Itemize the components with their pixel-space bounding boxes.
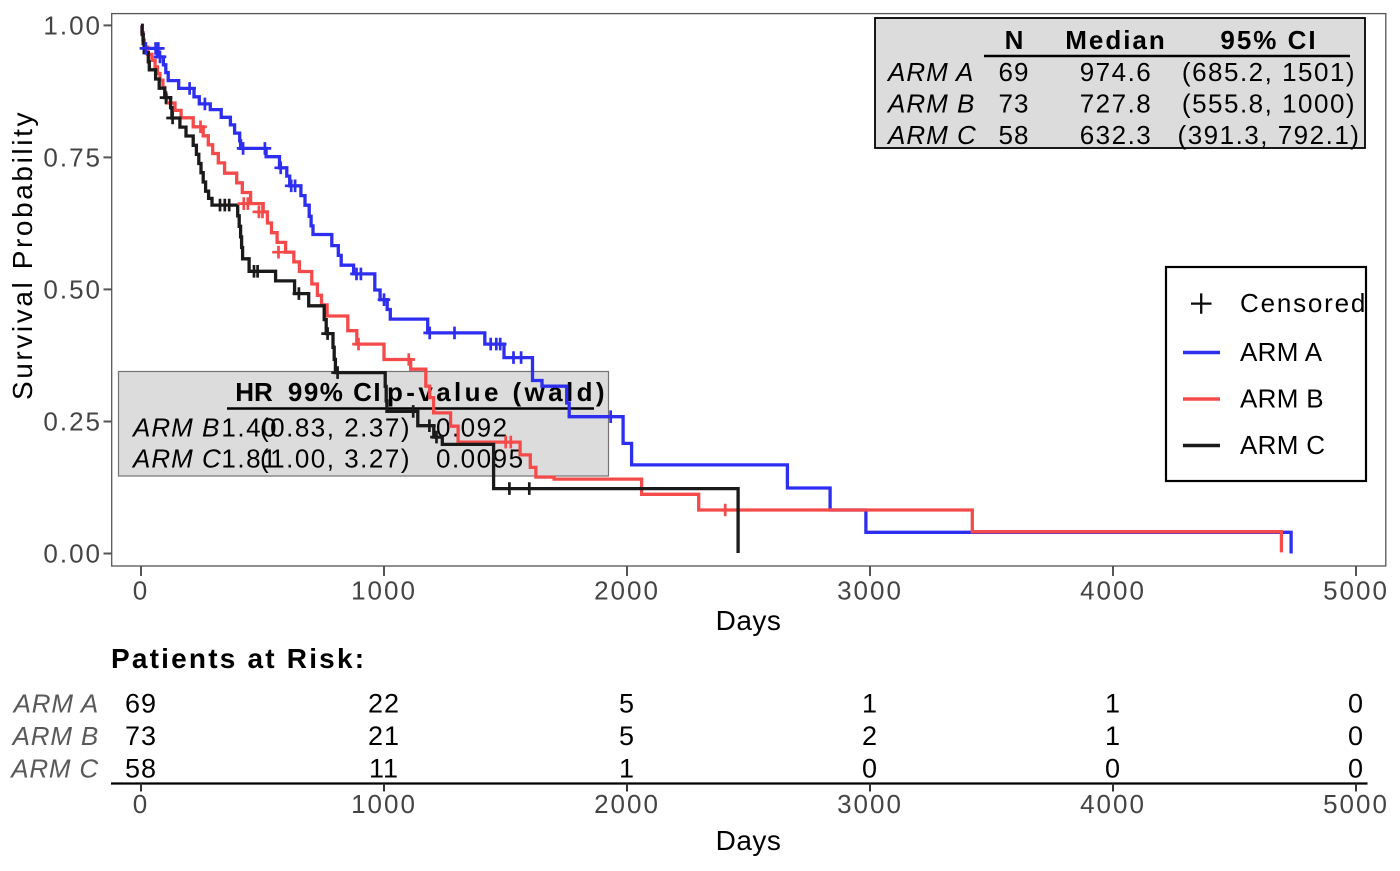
- svg-text:22: 22: [368, 689, 400, 719]
- svg-text:ARM C: ARM C: [1240, 430, 1325, 460]
- svg-text:2: 2: [862, 721, 878, 751]
- svg-text:0.25: 0.25: [43, 407, 102, 437]
- svg-text:0.75: 0.75: [43, 142, 102, 172]
- svg-text:69: 69: [125, 689, 157, 719]
- svg-text:ARM B: ARM B: [886, 89, 975, 119]
- svg-text:(1.00, 3.27): (1.00, 3.27): [260, 444, 411, 474]
- svg-text:2000: 2000: [594, 576, 660, 606]
- svg-text:ARM B: ARM B: [11, 721, 99, 751]
- svg-text:0.0095: 0.0095: [436, 444, 525, 474]
- svg-text:Censored: Censored: [1240, 288, 1367, 318]
- svg-text:1: 1: [1105, 721, 1121, 751]
- svg-text:1: 1: [862, 689, 878, 719]
- svg-text:4000: 4000: [1080, 789, 1146, 819]
- svg-text:(391.3, 792.1): (391.3, 792.1): [1178, 120, 1361, 150]
- svg-text:4000: 4000: [1080, 576, 1146, 606]
- svg-text:Days: Days: [716, 605, 782, 636]
- svg-text:0: 0: [1348, 754, 1364, 784]
- svg-text:0.50: 0.50: [43, 274, 102, 304]
- svg-text:1000: 1000: [351, 576, 417, 606]
- svg-text:3000: 3000: [837, 576, 903, 606]
- svg-text:p-value (wald): p-value (wald): [387, 377, 608, 407]
- svg-text:5000: 5000: [1323, 789, 1389, 819]
- svg-text:1000: 1000: [351, 789, 417, 819]
- svg-text:(0.83, 2.37): (0.83, 2.37): [260, 413, 411, 443]
- svg-text:0: 0: [133, 576, 149, 606]
- svg-text:5: 5: [619, 689, 635, 719]
- svg-text:1: 1: [1105, 689, 1121, 719]
- svg-text:0: 0: [862, 754, 878, 784]
- svg-text:11: 11: [369, 754, 399, 784]
- svg-text:0.00: 0.00: [43, 539, 102, 569]
- svg-text:73: 73: [125, 721, 157, 751]
- svg-text:58: 58: [125, 754, 157, 784]
- svg-text:Survival Probability: Survival Probability: [7, 110, 38, 400]
- svg-text:ARM A: ARM A: [1240, 337, 1323, 367]
- svg-text:632.3: 632.3: [1080, 120, 1153, 150]
- svg-text:974.6: 974.6: [1080, 57, 1153, 87]
- svg-text:95% CI: 95% CI: [1220, 25, 1317, 55]
- svg-text:(555.8, 1000): (555.8, 1000): [1182, 89, 1356, 119]
- svg-text:0: 0: [1348, 689, 1364, 719]
- svg-text:0: 0: [133, 789, 149, 819]
- svg-text:HR: HR: [235, 377, 273, 407]
- svg-text:Patients at Risk:: Patients at Risk:: [111, 643, 366, 674]
- svg-text:N: N: [1005, 25, 1024, 55]
- svg-text:3000: 3000: [837, 789, 903, 819]
- svg-text:2000: 2000: [594, 789, 660, 819]
- svg-text:5000: 5000: [1323, 576, 1389, 606]
- svg-text:1: 1: [619, 754, 635, 784]
- svg-text:ARM C: ARM C: [131, 444, 222, 474]
- svg-text:ARM A: ARM A: [886, 57, 974, 87]
- svg-text:0: 0: [1348, 721, 1364, 751]
- svg-text:73: 73: [999, 89, 1030, 119]
- svg-text:(685.2, 1501): (685.2, 1501): [1182, 57, 1356, 87]
- svg-text:Median: Median: [1065, 25, 1167, 55]
- svg-text:1.00: 1.00: [43, 10, 102, 40]
- svg-text:ARM C: ARM C: [9, 754, 99, 784]
- svg-text:ARM B: ARM B: [131, 413, 220, 443]
- svg-text:0.092: 0.092: [436, 413, 509, 443]
- svg-text:5: 5: [619, 721, 635, 751]
- svg-text:69: 69: [999, 57, 1030, 87]
- svg-text:ARM C: ARM C: [886, 120, 977, 150]
- svg-text:58: 58: [999, 120, 1030, 150]
- svg-text:99% CI: 99% CI: [288, 377, 382, 407]
- svg-text:1.81: 1.81: [221, 444, 278, 474]
- svg-text:21: 21: [368, 721, 400, 751]
- svg-text:ARM B: ARM B: [1240, 384, 1324, 414]
- svg-text:1.40: 1.40: [221, 413, 278, 443]
- svg-text:0: 0: [1105, 754, 1121, 784]
- svg-text:727.8: 727.8: [1080, 89, 1153, 119]
- svg-text:Days: Days: [716, 825, 782, 856]
- svg-text:ARM A: ARM A: [12, 689, 99, 719]
